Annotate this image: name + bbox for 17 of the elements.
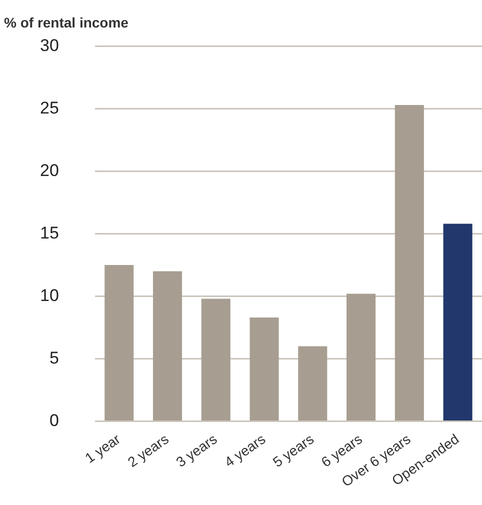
bar: [250, 318, 279, 421]
y-tick-label: 15: [40, 223, 59, 242]
y-tick-label: 0: [49, 410, 59, 430]
y-tick-label: 5: [49, 348, 59, 368]
y-tick-label: 10: [40, 286, 59, 305]
bar: [298, 346, 328, 421]
x-tick-label: 1 year: [82, 430, 124, 466]
bar: [201, 298, 230, 421]
y-axis-title: % of rental income: [4, 14, 129, 31]
bar: [104, 264, 134, 421]
bar: [152, 271, 182, 421]
bar: [346, 294, 376, 421]
y-tick-label: 25: [40, 98, 59, 118]
y-tick-label: 20: [40, 160, 59, 180]
bar: [443, 224, 472, 421]
y-tick-label: 30: [40, 36, 59, 55]
bar: [394, 104, 424, 421]
